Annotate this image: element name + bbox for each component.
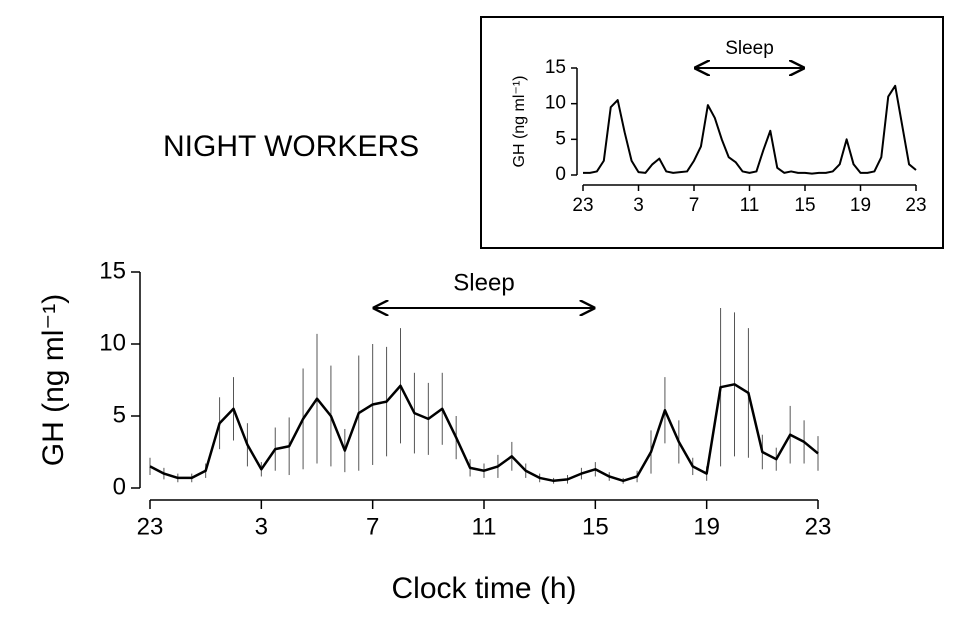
inset-frame <box>480 16 944 249</box>
annotation-text: Sleep <box>725 38 774 59</box>
x-tick-label: 15 <box>794 195 815 216</box>
x-tick-label: 23 <box>137 514 164 541</box>
data-line <box>583 84 917 175</box>
x-tick-label: 19 <box>693 514 720 541</box>
x-tick-label: 15 <box>582 514 609 541</box>
y-tick-label: 0 <box>555 164 566 185</box>
x-tick-label: 23 <box>805 514 832 541</box>
chart-title: NIGHT WORKERS <box>163 130 419 163</box>
x-tick-label: 7 <box>689 195 700 216</box>
x-axis-title: Clock time (h) <box>391 572 576 605</box>
x-tick-label: 11 <box>740 195 760 216</box>
x-tick-label: 7 <box>366 514 379 541</box>
y-tick-label: 15 <box>99 257 126 284</box>
y-tick-label: 5 <box>113 401 126 428</box>
x-tick-label: 11 <box>472 514 497 541</box>
y-tick-label: 15 <box>545 57 566 78</box>
x-tick-label: 3 <box>255 514 268 541</box>
x-tick-label: 23 <box>572 195 593 216</box>
x-tick-label: 19 <box>850 195 871 216</box>
y-tick-label: 5 <box>555 128 566 149</box>
annotation-text: Sleep <box>453 269 514 296</box>
y-tick-label: 10 <box>99 329 126 356</box>
x-tick-label: 23 <box>905 195 926 216</box>
data-line <box>149 383 819 483</box>
x-tick-label: 3 <box>633 195 644 216</box>
y-tick-label: 0 <box>113 473 126 500</box>
y-axis-title: GH (ng ml⁻¹) <box>37 294 70 467</box>
y-axis-title: GH (ng ml⁻¹) <box>511 76 528 168</box>
y-tick-label: 10 <box>545 93 566 114</box>
